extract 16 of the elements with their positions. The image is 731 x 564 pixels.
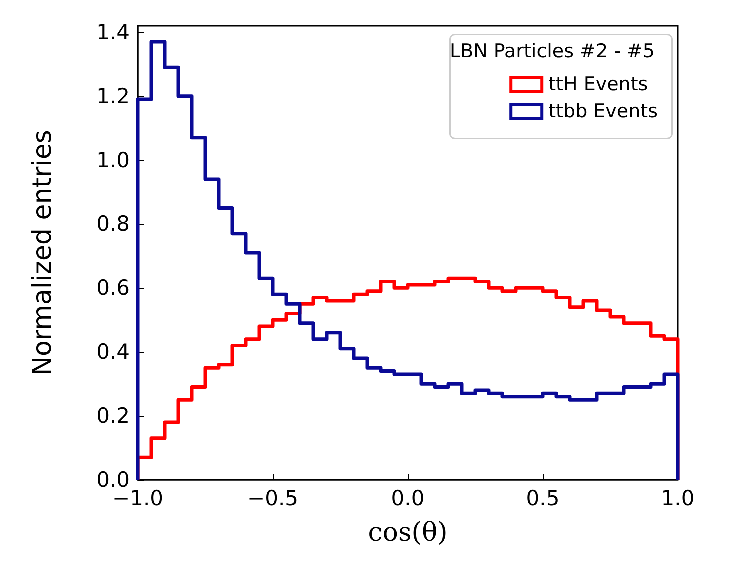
y-tick-label: 0.4 bbox=[96, 340, 130, 364]
x-tick-label: 1.0 bbox=[661, 486, 695, 510]
x-axis-title: cos(θ) bbox=[368, 518, 448, 548]
y-tick-label: 0.2 bbox=[96, 404, 130, 428]
y-tick-label: 1.0 bbox=[96, 148, 130, 172]
legend-label: ttbb Events bbox=[548, 100, 658, 122]
y-axis-title: Normalized entries bbox=[28, 130, 58, 376]
y-tick-label: 0.6 bbox=[96, 276, 130, 300]
y-tick-label: 1.4 bbox=[96, 20, 130, 44]
x-tick-label: −0.5 bbox=[248, 486, 298, 510]
legend-title: LBN Particles #2 - #5 bbox=[450, 40, 656, 62]
x-tick-label: 0.5 bbox=[526, 486, 560, 510]
legend-label: ttH Events bbox=[548, 74, 648, 96]
y-tick-label: 1.2 bbox=[96, 84, 130, 108]
x-tick-label: 0.0 bbox=[391, 486, 425, 510]
y-tick-label: 0.8 bbox=[96, 212, 130, 236]
